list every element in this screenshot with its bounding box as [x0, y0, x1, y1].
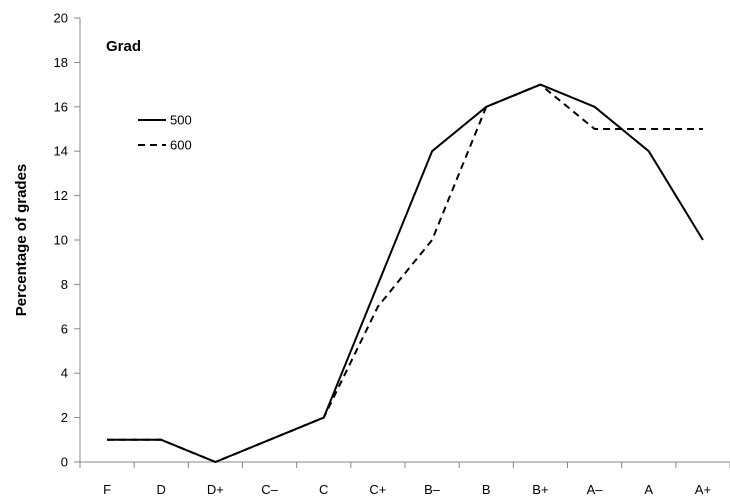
y-tick-label: 18	[54, 55, 68, 70]
x-tick-label: C–	[261, 482, 278, 497]
x-tick-label: F	[103, 482, 111, 497]
x-tick-label: B+	[532, 482, 548, 497]
legend-label-500: 500	[170, 113, 192, 128]
y-tick-label: 6	[61, 321, 68, 336]
chart-title: Grad	[106, 38, 141, 55]
x-tick-label: A	[644, 482, 653, 497]
y-tick-label: 0	[61, 455, 68, 470]
y-tick-label: 12	[54, 188, 68, 203]
series-line-600	[107, 83, 703, 463]
y-axis-ticks: 0 2 4 6 8 10 12 14 16 18 20	[54, 11, 80, 470]
y-tick-label: 20	[54, 11, 68, 26]
x-axis-ticks: F D D+ C– C C+ B– B B+ A– A A+	[79, 462, 730, 497]
x-tick-label: D+	[207, 482, 224, 497]
series-lines	[107, 83, 704, 463]
y-tick-label: 8	[61, 277, 68, 292]
x-tick-label: A+	[695, 482, 711, 497]
legend: 500 600	[138, 113, 192, 153]
x-tick-label: B	[482, 482, 491, 497]
y-tick-label: 2	[61, 410, 68, 425]
y-axis-label: Percentage of grades	[13, 164, 30, 317]
y-tick-label: 10	[54, 233, 68, 248]
x-tick-label: B–	[424, 482, 441, 497]
x-tick-label: C+	[369, 482, 386, 497]
legend-label-600: 600	[170, 138, 192, 153]
x-tick-label: D	[157, 482, 166, 497]
x-tick-label: A–	[587, 482, 604, 497]
y-tick-label: 14	[54, 144, 68, 159]
x-tick-label: C	[319, 482, 328, 497]
y-tick-label: 16	[54, 99, 68, 114]
y-tick-label: 4	[61, 366, 68, 381]
